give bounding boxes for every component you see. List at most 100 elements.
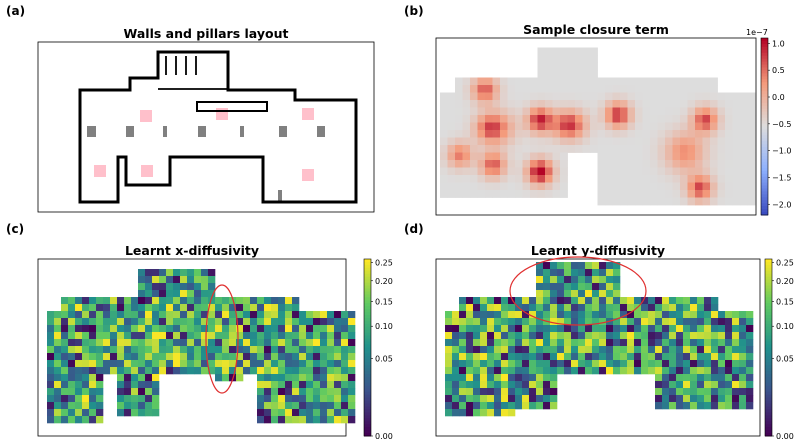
diffusivity-cell (145, 381, 153, 389)
closure-cell (455, 175, 463, 183)
colorbar-step (364, 409, 371, 413)
diffusivity-cell (138, 332, 146, 340)
colorbar-step (765, 276, 772, 281)
colorbar-step (765, 409, 772, 413)
closure-cell (455, 167, 463, 176)
panel-b-label: (b) (404, 4, 424, 18)
colorbar-step (761, 173, 768, 178)
diffusivity-cell (89, 297, 97, 305)
closure-cell (680, 197, 688, 206)
diffusivity-cell (746, 339, 754, 347)
diffusivity-cell (236, 318, 244, 326)
diffusivity-cell (676, 353, 684, 361)
diffusivity-cell (676, 388, 684, 396)
closure-cell (605, 190, 613, 198)
diffusivity-cell (54, 346, 62, 354)
closure-cell (507, 122, 516, 131)
diffusivity-cell (662, 353, 670, 361)
diffusivity-cell (473, 332, 481, 340)
diffusivity-cell (550, 374, 558, 382)
closure-cell (537, 152, 546, 161)
closure-cell (500, 160, 508, 168)
diffusivity-cell (292, 339, 300, 347)
closure-cell (515, 130, 523, 138)
diffusivity-cell (690, 332, 698, 340)
closure-cell (650, 145, 658, 153)
closure-cell (575, 122, 583, 131)
diffusivity-cell (487, 374, 495, 382)
diffusivity-cell (599, 311, 607, 319)
diffusivity-cell (613, 276, 621, 284)
colorbar-step (364, 400, 371, 405)
diffusivity-cell (138, 381, 146, 389)
closure-cell (440, 182, 448, 191)
diffusivity-cell (508, 339, 516, 347)
diffusivity-cell (459, 395, 467, 403)
diffusivity-cell (89, 318, 97, 326)
diffusivity-cell (613, 325, 621, 333)
closure-cell (530, 190, 538, 198)
diffusivity-cell (571, 346, 579, 354)
diffusivity-cell (459, 388, 467, 396)
diffusivity-cell (676, 402, 684, 410)
colorbar-step (765, 403, 772, 407)
closure-cell (492, 145, 501, 153)
closure-cell (575, 62, 583, 71)
closure-cell (732, 167, 741, 176)
diffusivity-cell (243, 311, 251, 319)
closure-cell (725, 107, 733, 116)
diffusivity-cell (746, 381, 754, 389)
closure-cell (680, 115, 688, 123)
diffusivity-cell (285, 360, 293, 368)
closure-cell (612, 77, 621, 86)
diffusivity-cell (320, 353, 328, 361)
diffusivity-cell (159, 367, 167, 375)
closure-cell (462, 190, 471, 198)
colorbar-step (765, 329, 772, 334)
closure-cell (492, 175, 501, 183)
colorbar-step (761, 212, 768, 216)
diffusivity-cell (746, 325, 754, 333)
closure-cell (702, 92, 711, 101)
diffusivity-cell (215, 374, 223, 382)
closure-cell (710, 85, 718, 93)
closure-cell (455, 92, 463, 101)
diffusivity-cell (313, 332, 321, 340)
closure-cell (500, 92, 508, 101)
closure-cell (440, 115, 448, 123)
closure-cell (470, 122, 478, 131)
closure-cell (530, 115, 538, 123)
diffusivity-cell (690, 339, 698, 347)
diffusivity-cell (166, 283, 174, 291)
diffusivity-cell (215, 332, 223, 340)
closure-cell (702, 122, 711, 131)
closure-cell (710, 107, 718, 116)
diffusivity-cell (292, 395, 300, 403)
diffusivity-cell (480, 304, 488, 312)
diffusivity-cell (697, 297, 705, 305)
closure-cell (687, 167, 696, 176)
diffusivity-cell (473, 360, 481, 368)
diffusivity-cell (711, 360, 719, 368)
closure-cell (725, 100, 733, 108)
diffusivity-cell (208, 290, 216, 298)
diffusivity-cell (466, 353, 474, 361)
diffusivity-cell (697, 311, 705, 319)
colorbar-step (364, 377, 371, 381)
closure-cell (635, 122, 643, 131)
colorbar-step (364, 341, 371, 346)
closure-cell (740, 122, 748, 131)
closure-cell (740, 197, 748, 206)
diffusivity-cell (96, 318, 104, 326)
diffusivity-cell (166, 304, 174, 312)
closure-cell (710, 137, 718, 146)
diffusivity-cell (61, 388, 69, 396)
closure-cell (687, 100, 696, 108)
colorbar-step (364, 418, 371, 422)
diffusivity-cell (501, 409, 509, 417)
closure-cell (650, 130, 658, 138)
closure-cell (612, 92, 621, 101)
diffusivity-cell (145, 269, 153, 277)
diffusivity-cell (522, 339, 530, 347)
diffusivity-cell (592, 332, 600, 340)
